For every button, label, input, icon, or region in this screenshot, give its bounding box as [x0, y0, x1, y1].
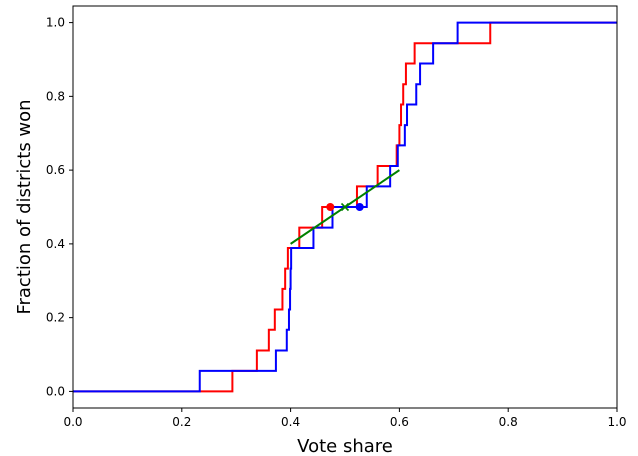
- x-tick-label: 0.8: [499, 415, 518, 429]
- x-tick-label: 0.0: [63, 415, 82, 429]
- y-tick-label: 0.0: [46, 384, 65, 398]
- x-marker-point: [340, 202, 350, 212]
- circle-marker-point-0: [326, 203, 335, 211]
- plot-frame: [72, 5, 618, 409]
- plot-area: [73, 21, 617, 393]
- x-tick-label: 0.6: [390, 415, 409, 429]
- y-tick-label: 1.0: [46, 16, 65, 30]
- y-tick-label: 0.4: [46, 237, 65, 251]
- axis-ticks: 0.0 0.2 0.4 0.6 0.8 1.0 0.0 0.2 0.4 0.6 0.8 1.0: [46, 16, 627, 429]
- step-series-line-1: [73, 21, 617, 393]
- x-tick-label: 0.2: [172, 415, 191, 429]
- y-tick-label: 0.8: [46, 89, 65, 103]
- x-tick-label: 0.4: [281, 415, 300, 429]
- x-tick-label: 1.0: [607, 415, 626, 429]
- circle-marker-point-1: [355, 203, 364, 211]
- y-tick-label: 0.2: [46, 311, 65, 325]
- x-axis-label: Vote share: [297, 436, 393, 456]
- y-axis-label: Fraction of districts won: [14, 99, 35, 314]
- y-tick-label: 0.6: [46, 163, 65, 177]
